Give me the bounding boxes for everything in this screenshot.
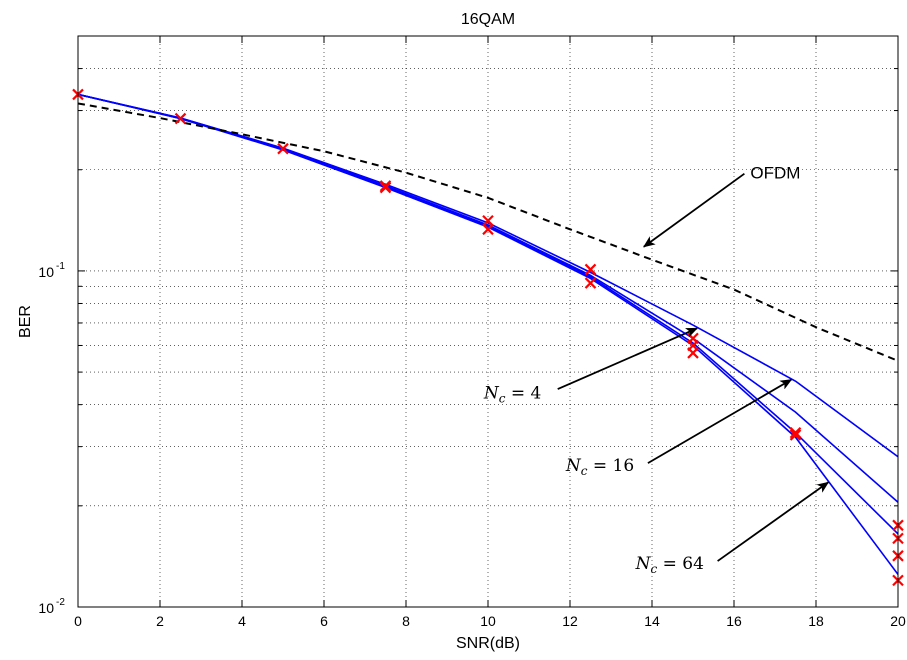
annotation-arrow [717,481,830,562]
data-marker [789,426,802,439]
data-marker [379,180,392,192]
annotation-arrow [647,378,793,464]
annotation-nc-label: Nc = 16 [565,456,634,478]
chart-title: 16QAM [461,11,515,28]
y-tick-exponent: -1 [56,261,65,272]
data-marker [482,214,494,227]
x-tick-label: 12 [562,613,578,629]
series-line-2 [78,93,898,503]
series-layer [78,93,898,575]
x-tick-label: 0 [74,613,82,629]
marker-layer [72,88,904,587]
annotations: OFDM Nc = 4 Nc = 16 Nc = 64 [483,164,830,576]
ofdm-reference-line [78,102,898,362]
data-marker [482,223,494,236]
data-marker [379,181,392,194]
x-tick-label: 4 [238,613,246,629]
x-tick-label: 6 [320,613,328,629]
data-marker [789,429,802,441]
plot-frame [77,35,899,608]
x-tick-label: 10 [480,613,496,629]
x-tick-label: 2 [156,613,164,629]
x-tick-label: 18 [808,613,824,629]
x-tick-label: 14 [644,613,660,629]
y-tick-exponent: -2 [56,597,65,608]
annotation-ofdm-label: OFDM [750,164,800,183]
data-marker [584,277,597,289]
series-line-4 [78,93,898,575]
data-marker [174,112,187,125]
x-axis-label: SNR(dB) [456,635,520,652]
y-axis-label: BER [17,305,34,338]
data-marker [687,347,699,359]
annotation-arrow [642,172,745,248]
data-marker [584,263,597,276]
data-marker [277,142,289,155]
annotation-arrow [557,327,699,390]
grid-lines [78,36,898,607]
annotation-nc-label: Nc = 4 [483,383,541,405]
x-tick-label: 8 [402,613,410,629]
x-tick-label: 20 [890,613,906,629]
x-tick-label: 16 [726,613,742,629]
y-tick-label: 10 [38,600,54,616]
y-tick-label: 10 [38,264,54,280]
annotation-nc-label: Nc = 64 [635,554,704,576]
